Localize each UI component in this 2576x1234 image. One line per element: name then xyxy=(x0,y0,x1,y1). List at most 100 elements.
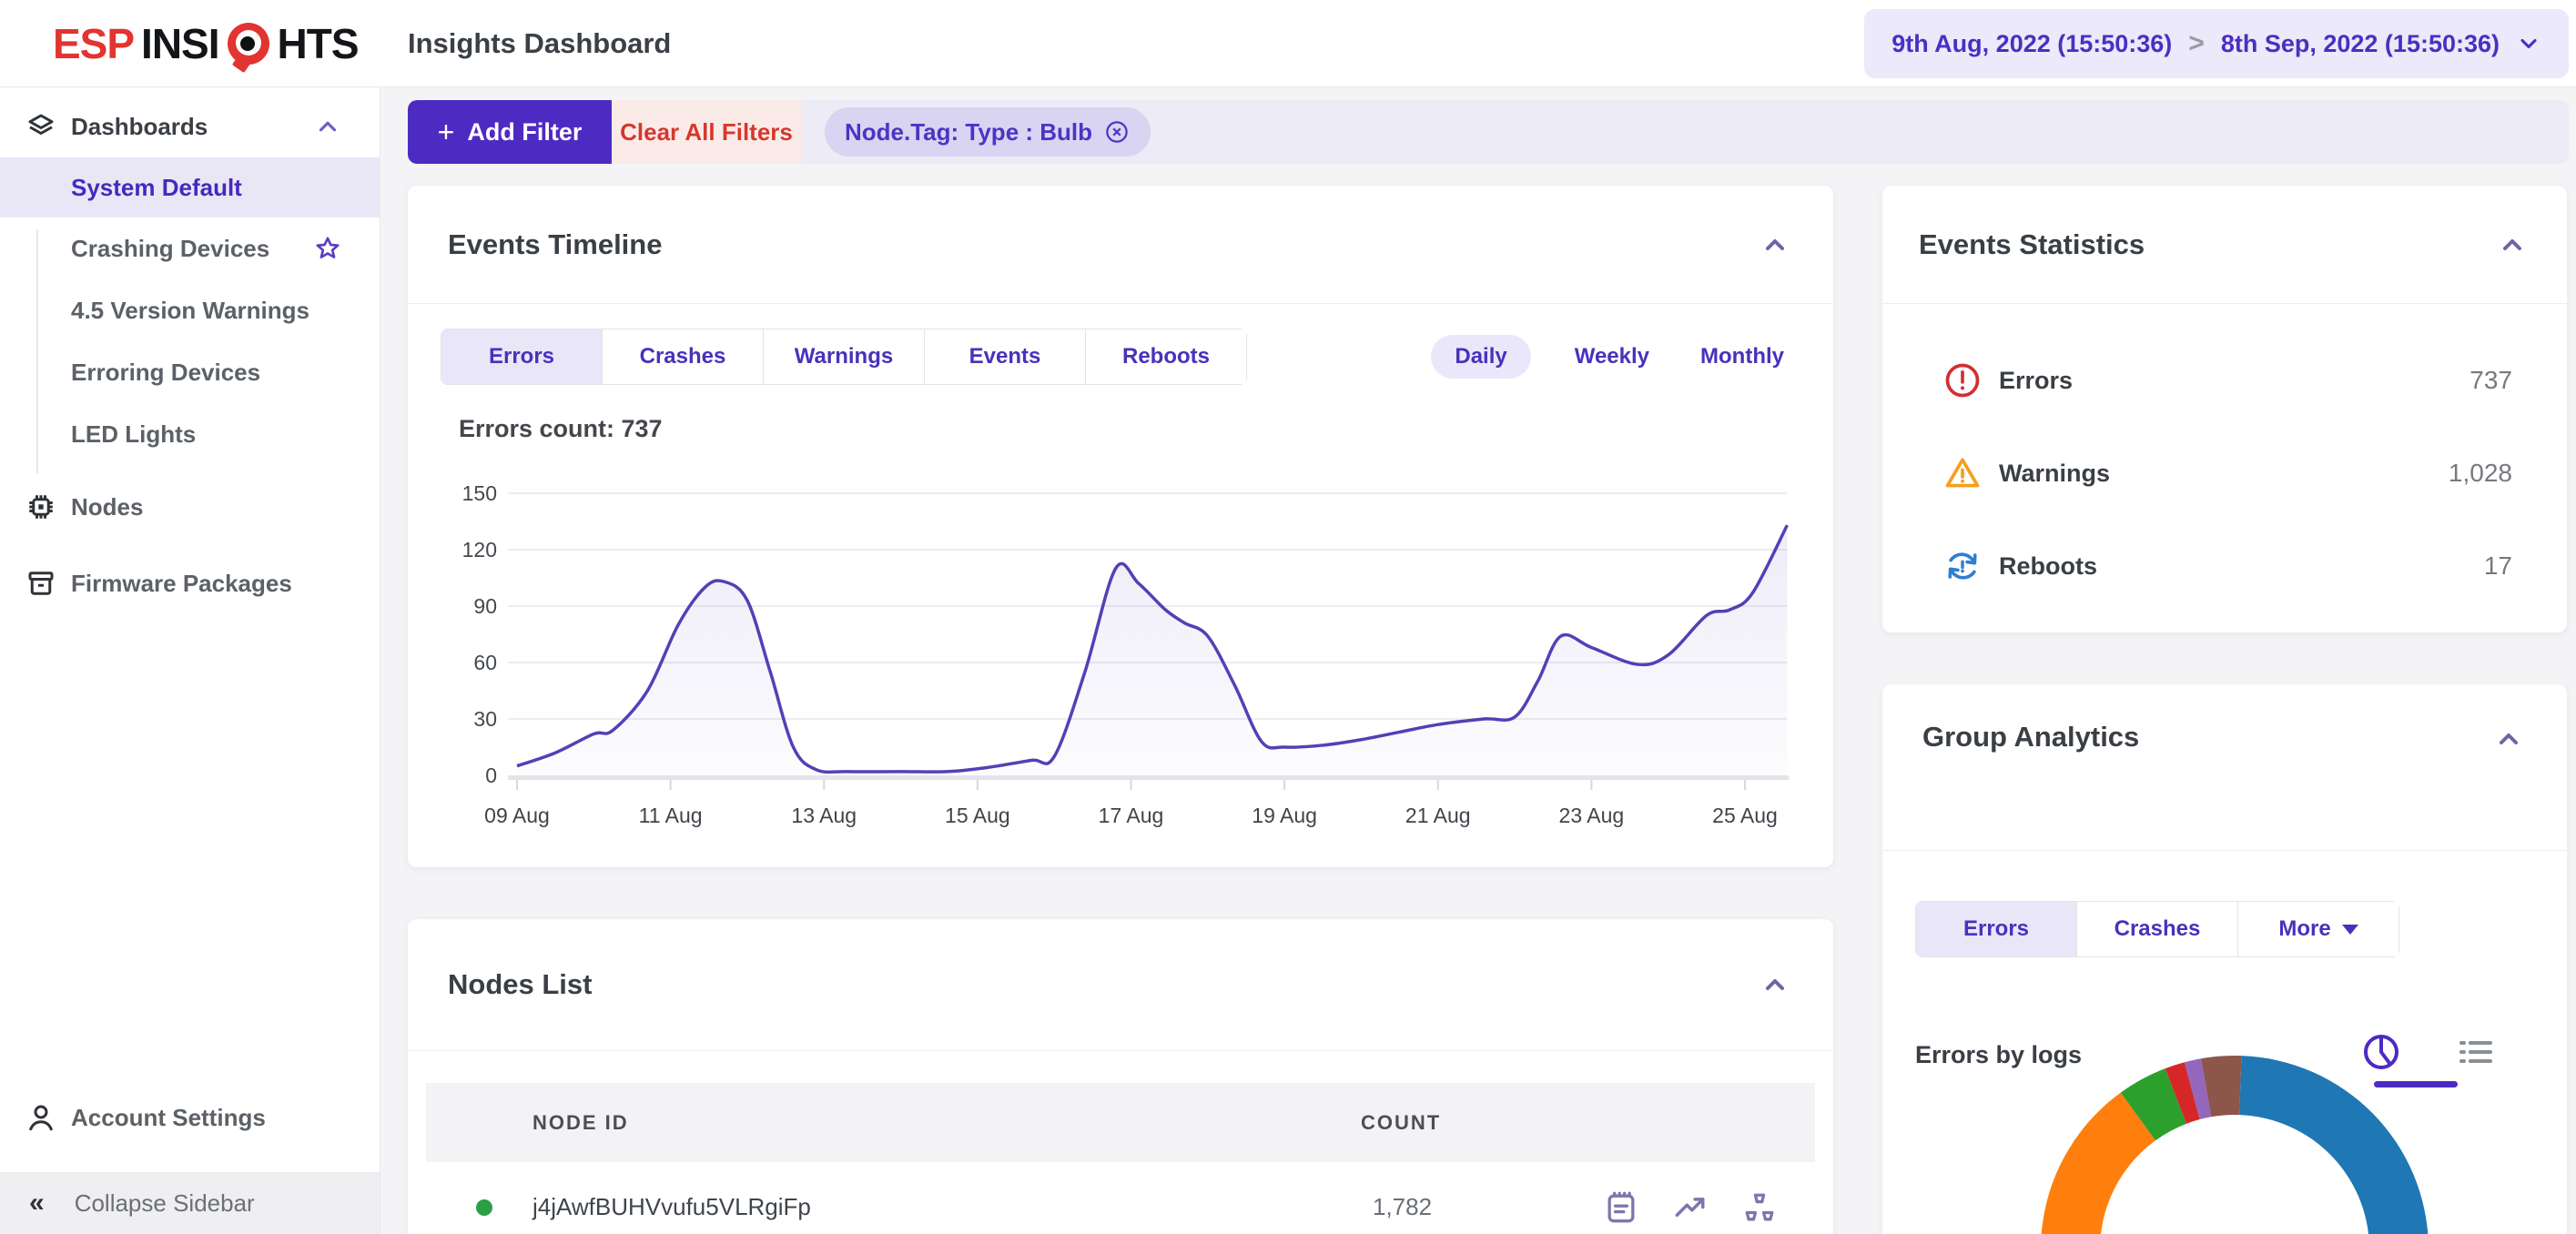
collapse-card-button[interactable] xyxy=(2494,227,2530,263)
tab-crashes[interactable]: Crashes xyxy=(2076,901,2238,957)
filter-bar: + Add Filter Clear All Filters Node.Tag:… xyxy=(408,100,2569,164)
sidebar-item-label: Erroring Devices xyxy=(71,358,261,386)
list-view-toggle[interactable] xyxy=(2454,1030,2498,1074)
svg-text:09 Aug: 09 Aug xyxy=(484,804,550,827)
granularity-daily[interactable]: Daily xyxy=(1431,335,1531,379)
sidebar-item-account-settings[interactable]: Account Settings xyxy=(0,1087,380,1148)
sidebar-item-nodes[interactable]: Nodes xyxy=(0,476,380,538)
tab-errors[interactable]: Errors xyxy=(1915,901,2077,957)
notepad-icon xyxy=(1607,1191,1635,1222)
svg-text:17 Aug: 17 Aug xyxy=(1099,804,1164,827)
sidebar-item-erroring-devices[interactable]: Erroring Devices xyxy=(0,341,380,403)
date-range-selector[interactable]: 9th Aug, 2022 (15:50:36) > 8th Sep, 2022… xyxy=(1864,9,2569,78)
stat-label: Warnings xyxy=(1999,459,2111,487)
node-count: 1,782 xyxy=(1373,1193,1433,1220)
granularity-monthly[interactable]: Monthly xyxy=(1700,344,1784,369)
tab-events[interactable]: Events xyxy=(924,329,1086,385)
row-actions xyxy=(1600,1187,1780,1229)
svg-text:120: 120 xyxy=(462,538,497,561)
group-analytics-tabs: Errors Crashes More xyxy=(1915,901,2399,957)
pie-chart-icon xyxy=(2364,1035,2399,1069)
clear-all-filters-button[interactable]: Clear All Filters xyxy=(612,100,801,164)
sidebar-item-dashboards[interactable]: Dashboards xyxy=(0,96,380,157)
status-dot xyxy=(476,1199,492,1216)
svg-text:13 Aug: 13 Aug xyxy=(791,804,857,827)
events-statistics-card: Events Statistics Errors 737 xyxy=(1882,186,2567,632)
sidebar-item-label: Dashboards xyxy=(71,112,208,140)
table-row[interactable]: j4jAwfBUHVvufu5VLRgiFp 1,782 xyxy=(426,1162,1815,1234)
svg-text:90: 90 xyxy=(473,594,497,618)
chevron-up-icon[interactable] xyxy=(312,111,343,142)
app-logo: ESP INSI HTS xyxy=(53,0,360,87)
add-filter-label: Add Filter xyxy=(467,117,583,146)
pie-chart-toggle[interactable] xyxy=(2359,1030,2403,1074)
add-filter-button[interactable]: + Add Filter xyxy=(408,100,612,164)
sidebar-item-label: Account Settings xyxy=(71,1103,266,1131)
user-icon xyxy=(24,1100,58,1135)
stat-label: Errors xyxy=(1999,366,2074,394)
tab-crashes[interactable]: Crashes xyxy=(602,329,764,385)
card-title: Events Timeline xyxy=(448,228,663,260)
list-icon xyxy=(2459,1041,2492,1063)
trend-icon-button[interactable] xyxy=(1669,1187,1711,1229)
collapse-card-button[interactable] xyxy=(1757,227,1793,263)
tree-indent-guide xyxy=(36,229,38,473)
sidebar-item-led-lights[interactable]: LED Lights xyxy=(0,403,380,465)
date-range-separator-icon: > xyxy=(2188,28,2205,58)
double-chevron-left-icon: « xyxy=(29,1188,45,1218)
event-type-tabs: Errors Crashes Warnings Events Reboots xyxy=(441,329,1247,385)
errors-by-logs-row: Errors by logs xyxy=(1915,1023,2534,1087)
chip-close-icon[interactable] xyxy=(1103,118,1131,146)
package-icon xyxy=(24,566,58,601)
group-analytics-card: Group Analytics Errors Crashes More Erro… xyxy=(1882,684,2567,1234)
tab-warnings[interactable]: Warnings xyxy=(763,329,925,385)
active-view-underline xyxy=(2374,1081,2458,1087)
svg-text:30: 30 xyxy=(473,707,497,731)
logo-esp-text: ESP xyxy=(53,20,135,67)
page-title: Insights Dashboard xyxy=(408,27,672,59)
svg-text:150: 150 xyxy=(462,481,497,505)
logo-insi-text: INSI xyxy=(141,20,219,67)
node-id: j4jAwfBUHVvufu5VLRgiFp xyxy=(532,1193,811,1220)
chevron-down-icon xyxy=(2516,31,2541,56)
collapse-sidebar-button[interactable]: « Collapse Sidebar xyxy=(0,1172,380,1234)
stat-value: 1,028 xyxy=(2448,459,2512,487)
card-title: Events Statistics xyxy=(1919,228,2145,260)
card-title: Group Analytics xyxy=(1922,721,2140,753)
sidebar-item-label: Nodes xyxy=(71,492,144,521)
svg-text:25 Aug: 25 Aug xyxy=(1712,804,1778,827)
warning-triangle-icon xyxy=(1942,453,1983,493)
collapse-card-button[interactable] xyxy=(1757,966,1793,1003)
tab-reboots[interactable]: Reboots xyxy=(1085,329,1247,385)
stat-value: 737 xyxy=(2470,366,2512,394)
sidebar-item-45-version-warnings[interactable]: 4.5 Version Warnings xyxy=(0,279,380,341)
stat-value: 17 xyxy=(2483,551,2512,580)
filter-chip[interactable]: Node.Tag: Type : Bulb xyxy=(825,107,1151,157)
collapse-card-button[interactable] xyxy=(2490,721,2527,757)
stat-row-reboots: Reboots 17 xyxy=(1882,520,2567,612)
star-icon[interactable] xyxy=(312,233,343,264)
stat-row-errors: Errors 737 xyxy=(1882,334,2567,427)
svg-text:21 Aug: 21 Aug xyxy=(1405,804,1471,827)
trend-up-icon xyxy=(1675,1197,1705,1217)
table-header-row: NODE ID COUNT xyxy=(426,1083,1815,1162)
sidebar-item-system-default[interactable]: System Default xyxy=(0,157,380,217)
column-header-count: COUNT xyxy=(1361,1110,1442,1134)
events-timeline-card: Events Timeline Errors Crashes Warnings … xyxy=(408,186,1833,867)
topology-icon-button[interactable] xyxy=(1739,1187,1780,1229)
report-icon-button[interactable] xyxy=(1600,1187,1642,1229)
stat-label: Reboots xyxy=(1999,551,2097,580)
granularity-toggle: Daily Weekly Monthly xyxy=(1431,335,1791,379)
sitemap-icon xyxy=(1745,1193,1774,1220)
errors-by-logs-label: Errors by logs xyxy=(1915,1041,2083,1068)
reboot-refresh-icon xyxy=(1942,546,1983,586)
logo-hts-text: HTS xyxy=(277,20,360,67)
granularity-weekly[interactable]: Weekly xyxy=(1574,344,1650,369)
tab-errors[interactable]: Errors xyxy=(441,329,603,385)
triangle-down-icon xyxy=(2341,924,2358,935)
sidebar-item-crashing-devices[interactable]: Crashing Devices xyxy=(0,217,380,279)
sidebar-item-label: Crashing Devices xyxy=(71,234,270,262)
stat-row-warnings: Warnings 1,028 xyxy=(1882,427,2567,520)
sidebar-item-firmware-packages[interactable]: Firmware Packages xyxy=(0,552,380,614)
tab-more[interactable]: More xyxy=(2237,901,2399,957)
